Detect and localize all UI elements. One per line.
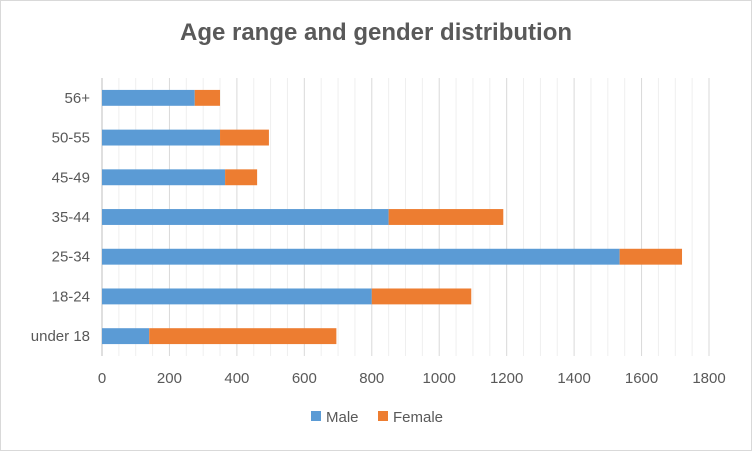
legend-label-male: Male xyxy=(326,409,359,426)
bar-male-18-24 xyxy=(102,288,372,305)
x-tick-label: 200 xyxy=(157,370,182,387)
bar-male-35-44 xyxy=(102,209,389,225)
legend: Male Female xyxy=(311,409,443,426)
x-tick-label: 0 xyxy=(98,370,106,387)
y-tick-label: under 18 xyxy=(31,328,90,345)
bar-female-under-18 xyxy=(149,328,337,345)
x-tick-label: 1200 xyxy=(490,370,523,387)
y-tick-label: 35-44 xyxy=(52,209,90,226)
x-tick-label: 1600 xyxy=(625,370,658,387)
x-tick-label: 400 xyxy=(224,370,249,387)
chart-title: Age range and gender distribution xyxy=(179,19,573,46)
y-tick-label: 56+ xyxy=(65,90,91,107)
bars-layer xyxy=(102,89,683,345)
y-tick-label: 25-34 xyxy=(52,249,90,266)
bar-male-under-18 xyxy=(102,328,150,345)
bar-female-50-55 xyxy=(220,129,269,146)
y-tick-label: 18-24 xyxy=(52,288,90,305)
y-tick-label: 50-55 xyxy=(52,130,90,147)
bar-female-18-24 xyxy=(371,288,472,305)
legend-label-female: Female xyxy=(393,409,443,426)
x-tick-label: 600 xyxy=(292,370,317,387)
bar-female-35-44 xyxy=(388,209,504,225)
legend-swatch-female xyxy=(378,411,388,421)
x-tick-label: 800 xyxy=(359,370,384,387)
legend-swatch-male xyxy=(311,411,321,421)
x-tick-label: 1800 xyxy=(692,370,725,387)
bar-female-25-34 xyxy=(619,248,683,265)
y-tick-label: 45-49 xyxy=(52,169,90,186)
bar-male-56plus xyxy=(102,89,195,106)
y-axis-labels: 56+ 50-55 45-49 35-44 25-34 18-24 under 18 xyxy=(31,90,90,345)
x-axis-labels: 0 200 400 600 800 1000 1200 1400 1600 1800 xyxy=(98,370,726,387)
bar-female-56plus xyxy=(194,89,221,106)
bar-male-45-49 xyxy=(102,169,226,186)
x-tick-label: 1000 xyxy=(423,370,456,387)
bar-female-45-49 xyxy=(225,169,258,186)
bar-male-25-34 xyxy=(102,248,620,265)
x-tick-label: 1400 xyxy=(557,370,590,387)
bar-male-50-55 xyxy=(102,129,221,146)
